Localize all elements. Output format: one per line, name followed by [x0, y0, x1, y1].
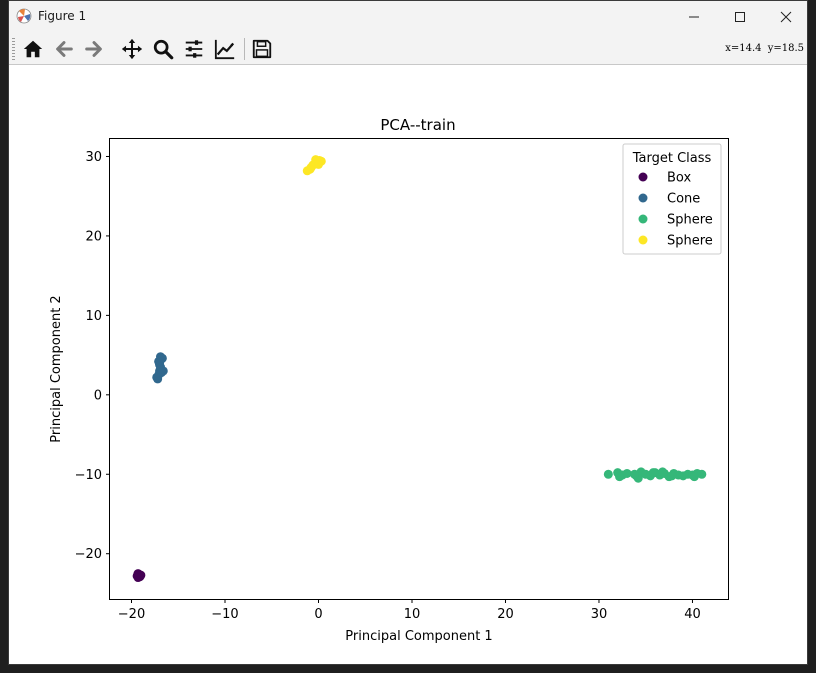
y-tick-label: −10 — [75, 468, 102, 483]
x-tick-label: −20 — [118, 607, 145, 622]
zoom-button[interactable] — [149, 35, 177, 63]
save-icon — [251, 38, 273, 60]
legend-marker — [639, 173, 648, 182]
back-button[interactable] — [50, 35, 78, 63]
legend-marker — [639, 194, 648, 203]
y-tick-label: 10 — [85, 309, 102, 324]
scatter-chart: PCA--train −20 −10 0 10 20 30 40 −20 −10 0 10 20 30… — [9, 65, 807, 664]
point-sphere-2-0 — [604, 470, 613, 479]
pan-button[interactable] — [118, 35, 146, 63]
toolbar-separator — [244, 38, 245, 60]
x-tick-label: 20 — [497, 607, 514, 622]
cursor-coordinates: x=14.4 y=18.5 — [725, 43, 804, 54]
minimize-icon — [688, 11, 700, 23]
points-layer — [133, 155, 707, 582]
chart-title: PCA--train — [380, 116, 455, 134]
customize-button[interactable] — [211, 35, 239, 63]
legend-marker — [639, 236, 648, 245]
back-icon — [53, 38, 75, 60]
y-tick-label: 0 — [94, 388, 102, 403]
point-sphere-3-9 — [306, 165, 315, 174]
point-box-0-5 — [134, 573, 143, 582]
legend-title: Target Class — [632, 151, 712, 166]
toolbar-grip[interactable] — [12, 38, 15, 60]
y-tick-label: 30 — [85, 150, 102, 165]
legend-label: Sphere — [667, 213, 713, 228]
title-bar: Figure 1 — [9, 1, 807, 32]
window-title: Figure 1 — [38, 9, 86, 23]
save-button[interactable] — [248, 35, 276, 63]
y-axis-label: Principal Component 2 — [49, 295, 64, 442]
point-cone-1-12 — [154, 357, 163, 366]
legend: Target Class Box Cone Sphere Sphere — [623, 144, 721, 254]
customize-icon — [214, 38, 236, 60]
forward-button[interactable] — [80, 35, 108, 63]
x-axis: −20 −10 0 10 20 30 40 — [118, 599, 701, 622]
close-button[interactable] — [763, 1, 808, 32]
x-tick-label: −10 — [211, 607, 238, 622]
y-tick-label: −20 — [75, 547, 102, 562]
home-button[interactable] — [19, 35, 47, 63]
x-tick-label: 0 — [314, 607, 322, 622]
point-sphere-2-22 — [630, 470, 639, 479]
maximize-icon — [734, 11, 746, 23]
legend-label: Cone — [667, 192, 700, 207]
maximize-button[interactable] — [717, 1, 763, 32]
minimize-button[interactable] — [671, 1, 717, 32]
pan-icon — [121, 38, 143, 60]
point-sphere-2-25 — [690, 472, 699, 481]
x-axis-label: Principal Component 1 — [345, 629, 492, 644]
x-tick-label: 40 — [684, 607, 701, 622]
legend-marker — [639, 215, 648, 224]
y-tick-label: 20 — [85, 229, 102, 244]
close-icon — [780, 11, 792, 23]
y-axis: −20 −10 0 10 20 30 — [75, 150, 110, 562]
matplotlib-logo-icon — [16, 8, 32, 24]
zoom-icon — [152, 38, 174, 60]
legend-label: Sphere — [667, 234, 713, 249]
point-sphere-2-19 — [615, 472, 624, 481]
subplots-icon — [183, 38, 205, 60]
cursor-x-readout: x=14.4 — [725, 43, 761, 54]
home-icon — [22, 38, 44, 60]
point-sphere-2-21 — [658, 467, 667, 476]
figure-canvas[interactable]: PCA--train −20 −10 0 10 20 30 40 −20 −10 0 10 20 30… — [9, 65, 807, 664]
forward-icon — [83, 38, 105, 60]
point-sphere-2-24 — [667, 471, 676, 480]
figure-window: Figure 1 — [8, 0, 808, 665]
cursor-y-readout: y=18.5 — [768, 43, 804, 54]
x-tick-label: 10 — [404, 607, 421, 622]
point-sphere-2-23 — [649, 468, 658, 477]
legend-label: Box — [667, 171, 691, 186]
point-cone-1-11 — [157, 368, 166, 377]
point-sphere-3-8 — [311, 155, 320, 164]
subplots-button[interactable] — [180, 35, 208, 63]
x-tick-label: 30 — [591, 607, 608, 622]
navigation-toolbar: x=14.4 y=18.5 — [9, 32, 807, 65]
